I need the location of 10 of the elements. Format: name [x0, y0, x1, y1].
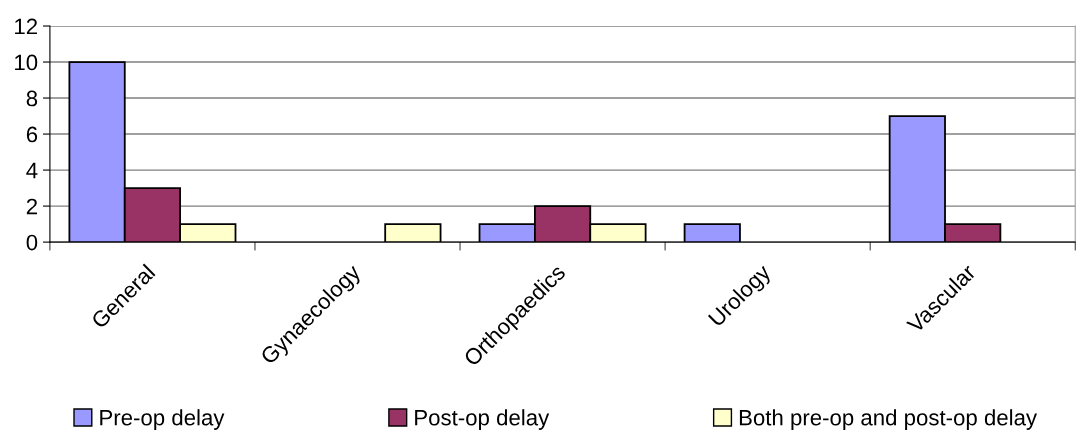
legend-label: Both pre-op and post-op delay — [739, 409, 1038, 430]
y-tick-label: 12 — [15, 18, 37, 35]
y-tick-label: 6 — [26, 126, 38, 143]
legend-label: Pre-op delay — [100, 409, 225, 430]
legend-label: Post-op delay — [415, 409, 550, 430]
y-tick-label: 0 — [26, 234, 38, 251]
y-tick-label: 2 — [26, 198, 37, 215]
y-tick-label: 4 — [26, 162, 38, 179]
y-tick-label: 8 — [26, 90, 38, 107]
y-tick-label: 10 — [15, 54, 38, 71]
